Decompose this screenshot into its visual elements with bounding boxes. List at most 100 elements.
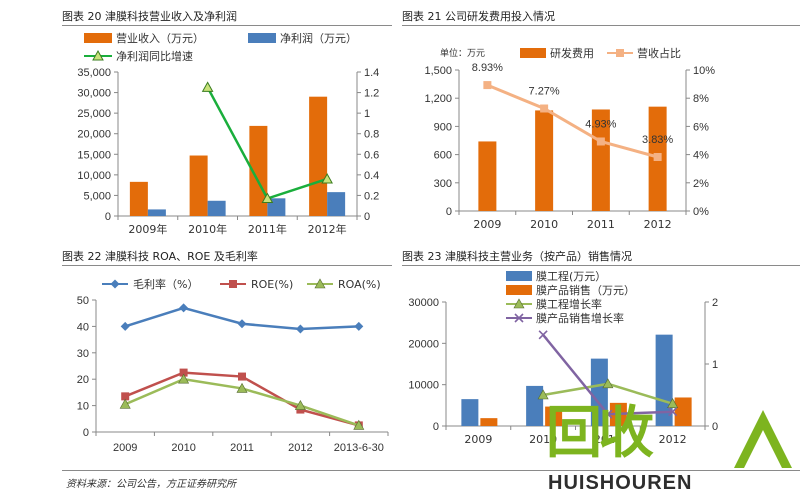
y-left-tick-label: 300	[434, 178, 452, 190]
y-right-tick-label: 0.2	[364, 190, 379, 202]
y-left-tick-label: 35,000	[77, 67, 111, 79]
y-left-tick-label: 10	[77, 401, 89, 413]
series-point	[261, 192, 274, 204]
bar	[526, 385, 544, 426]
y-left-tick-label: 30	[77, 348, 89, 360]
legend-label: ROE(%)	[251, 278, 293, 291]
data-label: 3.83%	[642, 134, 673, 146]
y-left-tick-label: 0	[105, 211, 111, 223]
legend-label: 营收占比	[637, 46, 681, 60]
y-left-tick-label: 1,200	[424, 93, 452, 105]
bar	[535, 110, 554, 211]
series-point	[119, 398, 131, 409]
x-tick-label: 2013-6-30	[334, 442, 384, 454]
y-right-tick-label: 4%	[693, 150, 709, 162]
legend-swatch	[84, 33, 112, 43]
x-tick-label: 2010年	[188, 222, 227, 236]
x-tick-label: 2011	[230, 442, 254, 454]
legend-label: 研发费用	[550, 46, 594, 60]
y-right-tick-label: 0.8	[364, 129, 379, 141]
legend-swatch	[520, 48, 546, 58]
series-point	[121, 392, 130, 401]
legend-marker	[616, 49, 624, 57]
series-point	[653, 152, 662, 161]
series-point	[295, 324, 305, 334]
x-tick-label: 2010	[171, 442, 195, 454]
y-right-tick-label: 6%	[693, 121, 709, 133]
x-tick-label: 2010	[529, 433, 557, 446]
chart-fig20: 图表 20 津膜科技营业收入及净利润 0 5,000 10,000 15,000 20,…	[62, 8, 392, 240]
series-point	[178, 373, 190, 384]
series-point	[236, 382, 248, 393]
chart-fig21: 图表 21 公司研发费用投入情况 0 300 600 900 1,200 1,500 0% 2…	[402, 8, 800, 240]
legend-label: 毛利率（%）	[133, 277, 198, 291]
x-tick-label: 2009	[473, 218, 501, 231]
bar	[591, 109, 610, 211]
chart-svg: 0 10000 20000 30000 0 1 2 2009 2010 2011 2012 膜工程(万…	[408, 270, 718, 446]
x-tick-label: 2012	[288, 442, 312, 454]
data-label: 7.27%	[529, 85, 560, 97]
watermark-en-text: HUISHOUREN	[548, 472, 693, 494]
series-point	[353, 419, 365, 430]
legend-label: 膜工程(万元）	[536, 270, 606, 283]
y-right-tick-label: 8%	[693, 93, 709, 105]
legend-marker	[513, 298, 525, 309]
x-tick-label: 2011年	[248, 222, 287, 236]
bar	[674, 397, 692, 426]
title-divider	[402, 25, 800, 26]
x-tick-label: 2011	[594, 433, 622, 446]
y-left-tick-label: 10000	[408, 380, 439, 392]
legend-marker	[514, 313, 524, 323]
series-point	[603, 409, 613, 419]
series-point	[120, 321, 130, 331]
unit-label: 单位：万元	[440, 47, 485, 59]
series-point	[537, 389, 549, 400]
y-right-tick-label: 1	[364, 108, 370, 120]
series-point	[540, 104, 549, 113]
bar	[327, 192, 346, 216]
bar	[129, 181, 148, 216]
series-point	[602, 378, 614, 389]
legend-label: ROA(%)	[338, 278, 381, 291]
series-point	[237, 319, 247, 329]
y-left-tick-label: 0	[446, 206, 452, 218]
legend-marker	[314, 278, 326, 289]
x-tick-label: 2011	[587, 218, 615, 231]
series-point	[179, 368, 188, 377]
y-left-tick-label: 5,000	[83, 190, 111, 202]
chart-svg: 0 10 20 30 40 50 2009 2010 2011 2012 2013-6-30 毛利率（…	[77, 277, 389, 454]
title-divider	[62, 25, 392, 26]
title-divider	[62, 265, 392, 266]
watermark-mark-icon	[734, 410, 792, 468]
x-tick-label: 2009	[113, 442, 137, 454]
y-left-tick-label: 20	[77, 374, 89, 386]
series-point	[667, 398, 679, 408]
series-point	[179, 303, 189, 313]
chart-fig23: 图表 23 津膜科技主营业务（按产品）销售情况 0 10000 20000 30000…	[402, 248, 800, 470]
y-right-tick-label: 2	[712, 297, 718, 309]
y-left-tick-label: 900	[434, 121, 452, 133]
legend-marker	[229, 280, 237, 288]
watermark-logo: 回收 HUISHOUREN	[540, 400, 800, 500]
chart-svg: 0 300 600 900 1,200 1,500 0% 2% 4% 6% 8% 10% 2009 201…	[424, 46, 715, 231]
series-line	[486, 83, 659, 159]
y-left-tick-label: 20,000	[77, 129, 111, 141]
x-tick-label: 2012	[644, 218, 672, 231]
legend-label: 膜产品销售（万元）	[536, 283, 635, 297]
chart-title: 图表 23 津膜科技主营业务（按产品）销售情况	[402, 250, 632, 263]
y-left-tick-label: 30,000	[77, 88, 111, 100]
series-point	[238, 372, 246, 381]
y-right-tick-label: 10%	[693, 65, 715, 77]
bar	[309, 96, 328, 216]
chart-title: 图表 20 津膜科技营业收入及净利润	[62, 10, 237, 23]
y-right-tick-label: 1.2	[364, 88, 379, 100]
chart-title: 图表 21 公司研发费用投入情况	[402, 10, 555, 23]
y-right-tick-label: 1	[712, 359, 718, 371]
legend-label: 净利润同比增速	[116, 49, 193, 63]
source-divider	[62, 470, 800, 471]
bar	[207, 200, 226, 216]
y-right-tick-label: 0	[364, 211, 370, 223]
bar	[480, 418, 498, 426]
legend-label: 膜产品销售增长率	[536, 311, 624, 325]
